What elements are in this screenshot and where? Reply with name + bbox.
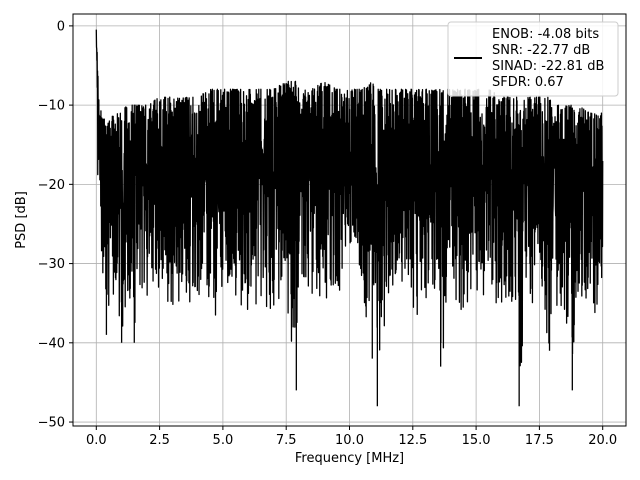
y-tick-label: −30 (38, 257, 65, 272)
x-tick-label: 20.0 (588, 433, 617, 448)
x-tick-label: 12.5 (398, 433, 427, 448)
y-tick-label: 0 (57, 19, 65, 34)
legend-entry-snr: SNR: -22.77 dB (492, 43, 590, 58)
legend-entry-sinad: SINAD: -22.81 dB (492, 59, 604, 74)
x-axis-label: Frequency [MHz] (295, 451, 404, 466)
x-tick-label: 2.5 (149, 433, 170, 448)
series-layer (95, 29, 604, 407)
y-tick-label: −10 (38, 99, 65, 114)
x-tick-label: 7.5 (276, 433, 297, 448)
legend: ENOB: -4.08 bits SNR: -22.77 dB SINAD: -… (447, 21, 619, 97)
x-tick-label: 10.0 (335, 433, 364, 448)
legend-box (447, 21, 619, 97)
legend-entry-enob: ENOB: -4.08 bits (492, 27, 599, 42)
x-ticks: 0.0 2.5 5.0 7.5 10.0 12.5 15.0 17.5 20.0 (86, 426, 617, 448)
y-axis-label: PSD [dB] (14, 191, 29, 249)
x-tick-label: 17.5 (525, 433, 554, 448)
psd-series-line (95, 29, 604, 407)
legend-entry-sfdr: SFDR: 0.67 (492, 75, 564, 90)
y-ticks: 0 −10 −20 −30 −40 −50 (38, 19, 73, 431)
y-tick-label: −40 (38, 336, 65, 351)
y-tick-label: −20 (38, 178, 65, 193)
x-tick-label: 15.0 (462, 433, 491, 448)
x-tick-label: 5.0 (213, 433, 234, 448)
y-tick-label: −50 (38, 416, 65, 431)
x-tick-label: 0.0 (86, 433, 107, 448)
